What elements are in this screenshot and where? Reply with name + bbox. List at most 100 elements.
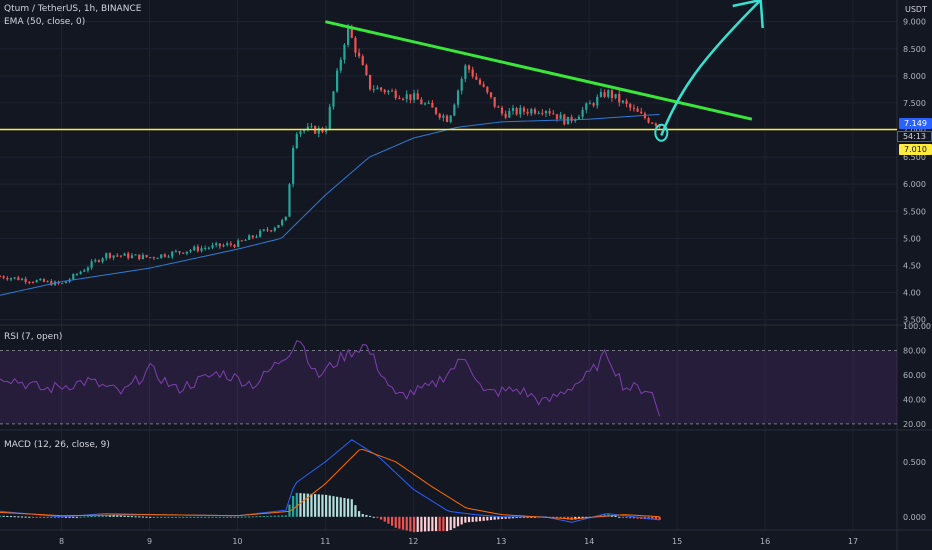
candle-body: [651, 122, 654, 124]
macd-histogram-bar: [365, 514, 368, 517]
bar-timer-badge: 54:13: [897, 131, 932, 142]
macd-histogram-bar: [9, 516, 13, 518]
candle-body: [127, 253, 130, 258]
candle-body: [6, 278, 9, 280]
macd-histogram-bar: [654, 516, 657, 520]
rsi-band: [0, 350, 897, 424]
candle-body: [416, 93, 419, 100]
candle-body: [475, 76, 478, 80]
macd-histogram-bar: [632, 516, 636, 519]
candles: [0, 23, 661, 286]
candle-body: [189, 250, 192, 252]
macd-histogram-bar: [160, 516, 163, 518]
macd-histogram-bar: [123, 515, 126, 517]
macd-histogram-bar: [255, 516, 258, 518]
macd-histogram-bar: [42, 516, 46, 518]
candle-body: [552, 113, 555, 115]
macd-histogram-bar: [61, 516, 64, 518]
macd-histogram-bar: [445, 516, 449, 532]
candle-body: [281, 220, 284, 225]
price-tick-label: 3.500: [903, 316, 926, 325]
macd-histogram-bar: [101, 515, 104, 517]
macd-histogram-bar: [17, 516, 20, 518]
macd-histogram-bar: [152, 516, 155, 518]
price-tick-label: 5.00: [903, 234, 921, 243]
macd-histogram-bar: [299, 493, 302, 517]
candle-body: [336, 70, 339, 92]
candle-body: [625, 100, 628, 104]
candle-body: [394, 90, 397, 98]
candle-body: [123, 253, 126, 256]
macd-histogram-bar: [321, 494, 324, 517]
macd-histogram-bar: [185, 516, 188, 518]
candle-body: [658, 125, 661, 127]
candle-body: [262, 229, 265, 231]
candle-body: [577, 116, 581, 120]
candle-body: [171, 251, 174, 257]
macd-histogram-bar: [119, 515, 123, 517]
candle-body: [277, 224, 280, 228]
macd-histogram-bar: [515, 516, 518, 519]
macd-histogram-bar: [508, 516, 511, 519]
candle-body: [588, 103, 592, 105]
macd-histogram-bar: [218, 516, 221, 518]
candle-body: [145, 254, 148, 258]
macd-histogram-bar: [262, 516, 265, 517]
candle-body: [204, 247, 207, 249]
candle-body: [632, 107, 636, 109]
candle-body: [112, 255, 115, 258]
candle-body: [442, 115, 445, 118]
candle-body: [438, 113, 441, 118]
candle-body: [237, 240, 240, 247]
macd-histogram-bar: [86, 516, 90, 518]
macd-histogram-bar: [200, 516, 203, 518]
macd-histogram-bar: [97, 515, 101, 517]
macd-histogram-bar: [409, 516, 412, 532]
macd-histogram-bar: [629, 516, 632, 519]
macd-histogram-bar: [372, 516, 375, 518]
macd-histogram-bar: [149, 516, 152, 518]
candle-body: [178, 251, 181, 253]
macd-histogram-bar: [310, 493, 313, 517]
candle-body: [226, 243, 229, 246]
macd-histogram-bar: [259, 516, 262, 518]
candle-body: [0, 276, 2, 278]
macd-histogram-bar: [167, 516, 170, 518]
candle-body: [160, 254, 163, 258]
rsi-tick-label: 100.00: [903, 322, 931, 331]
candle-body: [83, 270, 86, 272]
macd-histogram-bar: [555, 516, 559, 518]
candle-body: [94, 260, 97, 262]
ema-line: [0, 113, 660, 296]
arrow-head: [732, 0, 764, 29]
macd-histogram-bar: [314, 494, 317, 517]
macd-histogram-bar: [489, 516, 493, 521]
candle-body: [614, 93, 617, 99]
candle-body: [31, 282, 35, 284]
macd-histogram-bar: [460, 516, 463, 525]
candle-body: [284, 216, 287, 221]
candle-body: [347, 26, 350, 45]
macd-histogram-bar: [317, 494, 320, 517]
candle-body: [636, 108, 639, 112]
macd-histogram-bar: [127, 516, 130, 518]
macd-histogram-bar: [412, 516, 416, 533]
macd-histogram-bar: [306, 493, 309, 517]
macd-legend: MACD (12, 26, close, 9): [4, 440, 110, 450]
candle-body: [299, 131, 302, 135]
candle-body: [244, 239, 247, 241]
candle-body: [325, 129, 328, 132]
macd-histogram-bar: [401, 516, 405, 530]
candle-body: [46, 281, 49, 283]
candle-body: [522, 107, 526, 112]
macd-histogram-bar: [251, 516, 254, 518]
candle-body: [526, 111, 529, 114]
candle-body: [544, 111, 548, 114]
macd-tick-label: 0.000: [903, 513, 926, 522]
candle-body: [482, 84, 485, 87]
candle-body: [292, 147, 295, 185]
macd-histogram-bar: [35, 516, 38, 518]
macd-histogram-bar: [519, 516, 522, 518]
time-tick-label: 8: [59, 537, 64, 546]
